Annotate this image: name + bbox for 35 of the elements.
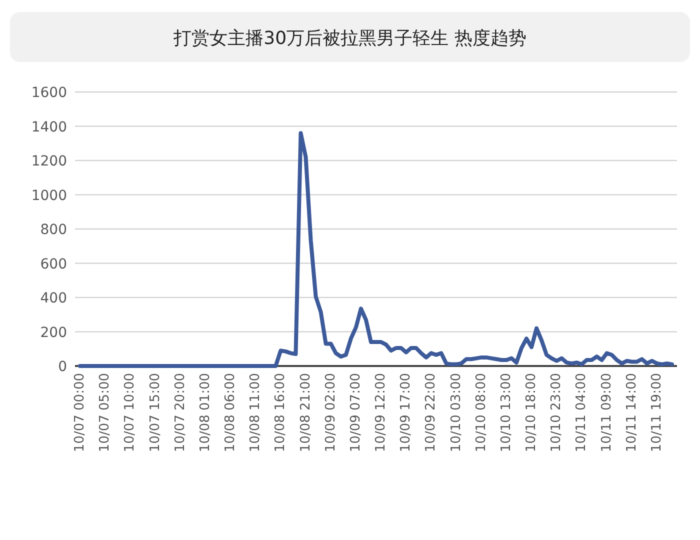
x-tick-label: 10/08 16:00: [273, 373, 288, 452]
x-tick-label: 10/10 03:00: [448, 373, 464, 452]
chart-title: 打赏女主播30万后被拉黑男子轻生 热度趋势: [172, 28, 526, 49]
x-tick-label: 10/08 11:00: [248, 373, 264, 452]
x-tick-label: 10/09 22:00: [424, 373, 439, 452]
x-tick-label: 10/07 05:00: [98, 373, 113, 452]
x-tick-label: 10/08 01:00: [198, 373, 213, 452]
x-tick-label: 10/08 21:00: [298, 373, 314, 452]
y-tick-label: 200: [40, 324, 67, 341]
x-tick-label: 10/11 19:00: [649, 373, 664, 452]
y-tick-label: 600: [40, 256, 67, 272]
x-tick-label: 10/10 13:00: [498, 373, 514, 452]
y-tick-label: 1200: [31, 154, 67, 170]
x-tick-label: 10/09 02:00: [323, 373, 338, 452]
y-tick-label: 0: [58, 359, 67, 375]
x-tick-label: 10/11 09:00: [599, 373, 614, 452]
x-tick-label: 10/07 20:00: [172, 373, 188, 452]
x-tick-label: 10/11 14:00: [624, 373, 640, 452]
x-tick-label: 10/09 07:00: [348, 373, 364, 452]
y-tick-label: 400: [40, 290, 67, 306]
y-tick-label: 1600: [31, 85, 67, 101]
x-tick-label: 10/10 08:00: [474, 373, 489, 452]
y-tick-label: 1000: [31, 188, 67, 204]
x-tick-label: 10/08 06:00: [223, 373, 238, 452]
x-tick-label: 10/09 17:00: [398, 373, 414, 452]
x-tick-label: 10/07 00:00: [72, 373, 88, 452]
x-tick-label: 10/10 18:00: [524, 373, 540, 452]
x-tick-label: 10/07 10:00: [122, 373, 138, 452]
y-tick-label: 1400: [31, 119, 67, 136]
line-series: [78, 131, 674, 368]
x-tick-label: 10/09 12:00: [374, 373, 389, 452]
y-tick-label: 800: [40, 222, 67, 238]
x-tick-label: 10/11 04:00: [574, 373, 590, 452]
x-tick-label: 10/07 15:00: [148, 373, 163, 452]
x-tick-label: 10/10 23:00: [549, 373, 564, 452]
